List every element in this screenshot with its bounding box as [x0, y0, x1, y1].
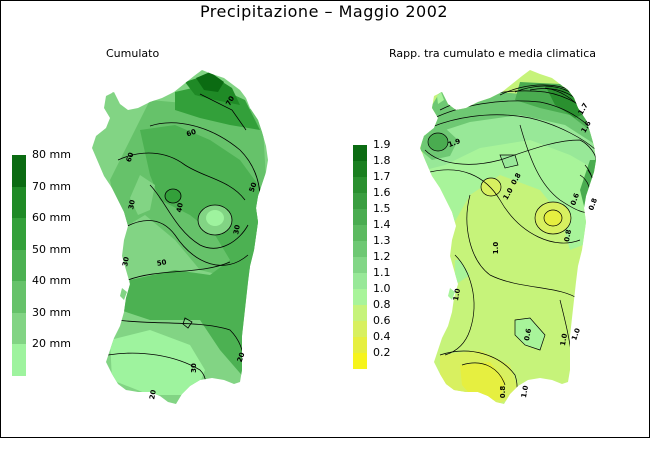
legend-label: 1.6 [373, 186, 391, 199]
contour-label: 0.8 [499, 386, 507, 399]
legend-label: 0.8 [373, 298, 391, 311]
legend-label: 1.7 [373, 170, 391, 183]
contour-label: 70 [224, 95, 236, 108]
legend-swatch [12, 344, 26, 376]
contour-label: 1.9 [447, 137, 462, 149]
contour-label: 60 [125, 151, 136, 163]
contour-label: 50 [248, 181, 259, 193]
legend-label: 0.4 [373, 330, 391, 343]
legend-swatch [353, 241, 367, 257]
legend-label: 1.3 [373, 234, 391, 247]
legend-label: 70 mm [32, 179, 71, 193]
legend-label: 30 mm [32, 305, 71, 319]
legend-label: 80 mm [32, 148, 71, 161]
contour-label: 20 [236, 351, 247, 363]
legend-swatch [353, 161, 367, 177]
legend-label: 1.1 [373, 266, 391, 279]
legend-swatch [353, 225, 367, 241]
contour-label: 1.0 [492, 242, 500, 255]
legend-swatch [12, 155, 26, 187]
contour-label: 1.7 [577, 102, 590, 117]
legend-swatch [353, 193, 367, 209]
contour-label: 1.0 [559, 333, 569, 347]
legend-label: 1.4 [373, 218, 391, 231]
left-map-subtitle: Cumulato [106, 47, 160, 60]
contour-label: 60 [185, 128, 197, 139]
legend-swatch [353, 145, 367, 161]
legend-swatch [353, 289, 367, 305]
contour-label: 50 [156, 258, 167, 268]
legend-label: 1.9 [373, 138, 391, 151]
legend-swatch [353, 337, 367, 353]
contour-label: 0.8 [587, 197, 599, 212]
contour-label: 40 [175, 202, 185, 213]
legend-label: 60 mm [32, 211, 71, 224]
right-map-subtitle: Rapp. tra cumulato e media climatica [389, 47, 597, 60]
contour-label: 0.6 [523, 328, 533, 342]
legend-swatch [353, 257, 367, 273]
legend-swatch [12, 186, 26, 218]
contour-label: 30 [190, 363, 198, 373]
legend-label: 1.0 [373, 282, 391, 295]
legend-label: 0.2 [373, 346, 391, 359]
legend-swatch [12, 281, 26, 313]
legend-label: 1.5 [373, 202, 391, 215]
legend-label: 1.8 [373, 154, 391, 167]
contour-label: 30 [232, 224, 242, 235]
legend-label: 20 mm [32, 337, 71, 350]
contour-label: 0.8 [563, 229, 573, 243]
left-map-contour-labels: 70 60 60 50 30 40 30 50 30 20 30 20 [121, 95, 258, 400]
legend-swatch [353, 273, 367, 289]
legend-swatch [353, 177, 367, 193]
contour-label: 30 [127, 199, 137, 210]
contour-label: 0.6 [569, 192, 581, 207]
contour-label: 30 [121, 256, 131, 267]
contour-label: 1.0 [570, 327, 582, 342]
legend-swatch [12, 249, 26, 281]
legend-swatch [12, 218, 26, 250]
legend-swatch [353, 209, 367, 225]
contour-label: 20 [148, 389, 158, 400]
legend-label: 50 mm [32, 242, 71, 256]
contour-label: 1.0 [452, 288, 462, 302]
legend-swatch [353, 353, 367, 369]
legend-label: 0.6 [373, 314, 391, 327]
right-map-contour-labels: 1.71.61.90.81.0 0.6 0.81.00.81.00.6 1.0 1.00… [447, 102, 599, 399]
legend-label: 40 mm [32, 274, 71, 287]
figure-title: Precipitazione – Maggio 2002 [199, 2, 449, 21]
legend-swatch [12, 312, 26, 344]
legend-swatch [353, 305, 367, 321]
legend-swatch [353, 321, 367, 337]
contour-label: 1.0 [520, 385, 530, 399]
legend-label: 1.2 [373, 250, 391, 263]
